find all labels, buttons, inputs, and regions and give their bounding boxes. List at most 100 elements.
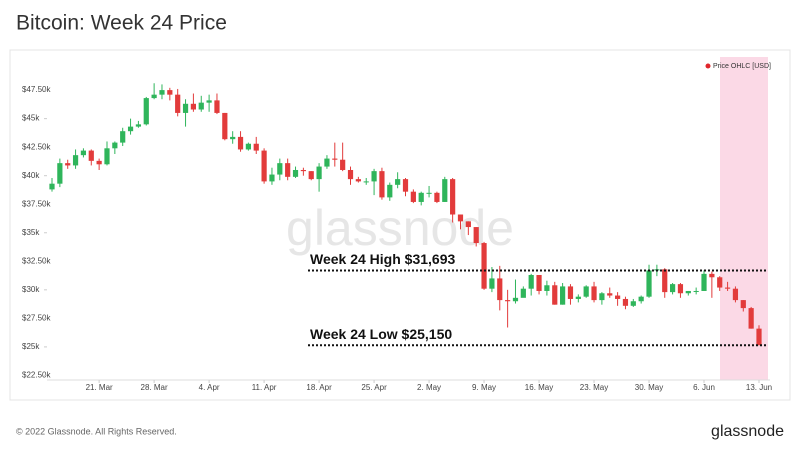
- candle-body: [198, 102, 204, 110]
- x-tick-label: 23. May: [580, 383, 608, 392]
- candle-body: [269, 174, 275, 182]
- candle-body: [583, 286, 589, 297]
- candle-body: [88, 150, 94, 161]
- candle-body: [395, 179, 401, 185]
- candle-body: [277, 163, 283, 175]
- candle-body: [245, 143, 251, 150]
- candle-body: [434, 192, 440, 202]
- candle-body: [638, 296, 644, 302]
- candle-body: [756, 328, 762, 346]
- candle-body: [363, 181, 369, 183]
- x-tick-label: 25. Apr: [361, 383, 387, 392]
- candle-body: [418, 192, 424, 202]
- x-tick-label: 18. Apr: [306, 383, 332, 392]
- candle-body: [167, 90, 173, 95]
- candle-body: [332, 158, 338, 160]
- candle-body: [560, 286, 566, 305]
- candle-body: [308, 171, 314, 180]
- candle-body: [96, 160, 102, 165]
- candle-body: [552, 285, 558, 305]
- candle-body: [190, 103, 196, 110]
- x-tick-label: 13. Jun: [746, 383, 772, 392]
- candle-body: [662, 269, 668, 293]
- candle-body: [677, 284, 684, 294]
- candle-body: [127, 126, 134, 132]
- candle-body: [222, 112, 228, 140]
- candle-body: [237, 136, 244, 150]
- candle-body: [481, 243, 487, 289]
- annotation-label: Week 24 High $31,693: [310, 251, 455, 267]
- candle-body: [615, 295, 621, 299]
- candle-body: [410, 191, 416, 202]
- x-tick-label: 16. May: [525, 383, 553, 392]
- candle-body: [292, 169, 299, 177]
- candle-body: [214, 100, 220, 113]
- legend-label: Price OHLC [USD]: [713, 63, 771, 70]
- candle-body: [465, 221, 471, 228]
- candle-body: [347, 169, 354, 180]
- candle-body: [591, 286, 597, 301]
- candle-body: [489, 278, 495, 289]
- x-tick-label: 4. Apr: [199, 383, 220, 392]
- x-tick-label: 21. Mar: [86, 383, 113, 392]
- candle-body: [701, 273, 707, 291]
- candle-body: [740, 300, 746, 309]
- candle-body: [80, 150, 87, 156]
- footer: © 2022 Glassnode. All Rights Reserved.: [16, 426, 177, 436]
- annotation-label: Week 24 Low $25,150: [310, 326, 452, 342]
- candle-body: [748, 308, 754, 329]
- y-tick-label: $45k: [22, 114, 40, 123]
- candle-body: [426, 192, 432, 194]
- candle-body: [340, 159, 346, 170]
- watermark: glassnode: [286, 200, 514, 256]
- candle-body: [450, 179, 456, 215]
- candle-body: [669, 284, 676, 293]
- candle-body: [575, 296, 581, 299]
- candle-body: [505, 300, 511, 302]
- y-tick-label: $37.50k: [22, 199, 51, 208]
- candle-body: [630, 301, 636, 306]
- x-tick-label: 28. Mar: [141, 383, 168, 392]
- candle-body: [206, 100, 212, 103]
- candle-body: [497, 278, 503, 301]
- candle-body: [607, 293, 613, 296]
- candle-body: [355, 179, 361, 182]
- candle-body: [143, 98, 149, 125]
- candle-body: [693, 290, 699, 292]
- x-tick-label: 6. Jun: [693, 383, 715, 392]
- candle-body: [371, 171, 377, 182]
- candle-body: [49, 183, 55, 190]
- x-tick-label: 11. Apr: [252, 383, 277, 392]
- candle-body: [57, 163, 63, 184]
- y-tick-label: $25k: [22, 342, 40, 351]
- candle-body: [387, 184, 393, 198]
- legend-marker: [705, 63, 711, 69]
- candle-body: [442, 179, 448, 202]
- candle-body: [120, 131, 126, 143]
- candle-body: [528, 274, 534, 289]
- candle-body: [151, 94, 157, 99]
- x-tick-label: 2. May: [417, 383, 441, 392]
- candle-body: [457, 214, 464, 222]
- y-tick-label: $30k: [22, 285, 40, 294]
- candle-body: [512, 297, 519, 302]
- y-tick-label: $42.50k: [22, 142, 51, 151]
- candle-body: [285, 163, 291, 177]
- candle-body: [175, 94, 181, 113]
- chart-frame: [9, 49, 791, 401]
- y-tick-label: $22.50k: [22, 371, 51, 380]
- candle-body: [159, 90, 165, 95]
- y-tick-label: $47.50k: [22, 85, 51, 94]
- candle-body: [520, 288, 526, 298]
- candle-body: [732, 288, 739, 301]
- candle-body: [473, 227, 479, 244]
- candle-body: [261, 150, 267, 182]
- highlight-band: [720, 57, 768, 380]
- candle-body: [316, 166, 322, 180]
- candle-body: [567, 286, 574, 299]
- candle-body: [599, 293, 605, 301]
- candle-body: [104, 148, 110, 165]
- candle-body: [717, 277, 723, 288]
- candle-body: [230, 136, 236, 140]
